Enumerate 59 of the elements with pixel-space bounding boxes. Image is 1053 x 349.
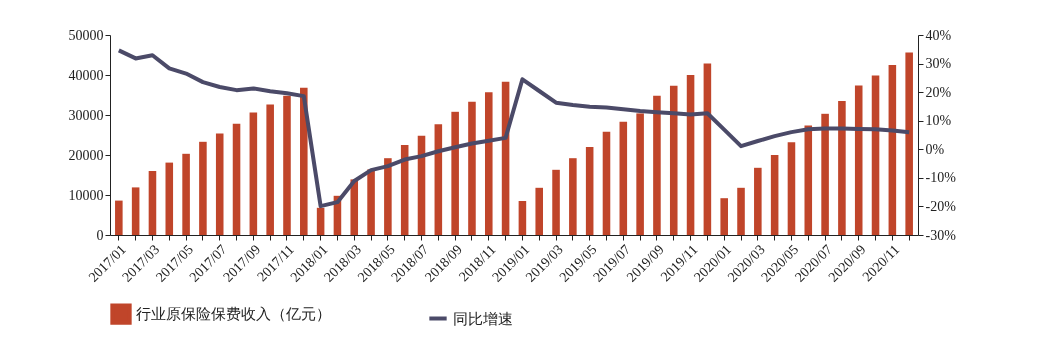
bar: [165, 162, 174, 235]
bar: [754, 167, 762, 235]
bar: [619, 121, 628, 235]
bar: [703, 63, 712, 235]
bar: [854, 85, 863, 235]
y2-tick-label: -30%: [925, 227, 957, 243]
bar: [384, 158, 392, 235]
bar: [316, 207, 325, 235]
bar: [484, 92, 493, 235]
y-tick-label: 50000: [68, 27, 104, 43]
legend-label: 行业原保险保费收入（亿元）: [136, 305, 331, 324]
y2-tick-label: -10%: [925, 170, 957, 186]
bar: [737, 187, 745, 235]
bar: [871, 75, 880, 235]
bar: [838, 101, 846, 235]
bar: [720, 198, 728, 235]
bar: [636, 113, 644, 235]
bar: [653, 95, 661, 235]
bar: [249, 112, 258, 235]
y2-tick-label: 0%: [925, 141, 945, 157]
bar: [686, 75, 695, 235]
bar: [148, 171, 157, 235]
bar: [905, 52, 913, 235]
y2-tick-label: 30%: [925, 56, 952, 72]
bar: [804, 125, 813, 235]
bar: [468, 101, 476, 235]
bar: [350, 179, 359, 235]
bar: [585, 147, 594, 235]
bar: [283, 95, 291, 235]
bar: [451, 111, 459, 235]
bar: [367, 169, 375, 235]
y-tick-label: 30000: [68, 107, 104, 123]
bar: [569, 158, 577, 235]
bar: [888, 65, 897, 235]
y-tick-label: 20000: [68, 147, 104, 163]
y2-tick-label: 40%: [925, 27, 952, 43]
y2-tick-label: -20%: [925, 198, 957, 214]
y-tick-label: 0: [96, 227, 104, 243]
bar: [232, 123, 241, 235]
bar: [182, 153, 190, 235]
y2-tick-label: 20%: [925, 84, 952, 100]
y2-tick-label: 10%: [925, 113, 952, 129]
bar: [518, 201, 527, 235]
bar: [669, 85, 678, 235]
bar: [199, 141, 207, 235]
bar: [535, 187, 544, 235]
bar: [552, 169, 560, 235]
y-tick-label: 40000: [68, 67, 104, 83]
bar: [115, 200, 123, 235]
bar: [602, 131, 611, 235]
y-tick-label: 10000: [68, 187, 104, 203]
legend-label: 同比增速: [453, 309, 513, 328]
bar: [266, 104, 274, 235]
bar: [131, 187, 140, 235]
line-series: [116, 48, 912, 209]
bar: [821, 113, 829, 235]
bar: [787, 142, 796, 235]
bar: [215, 133, 224, 235]
bar: [770, 155, 779, 235]
